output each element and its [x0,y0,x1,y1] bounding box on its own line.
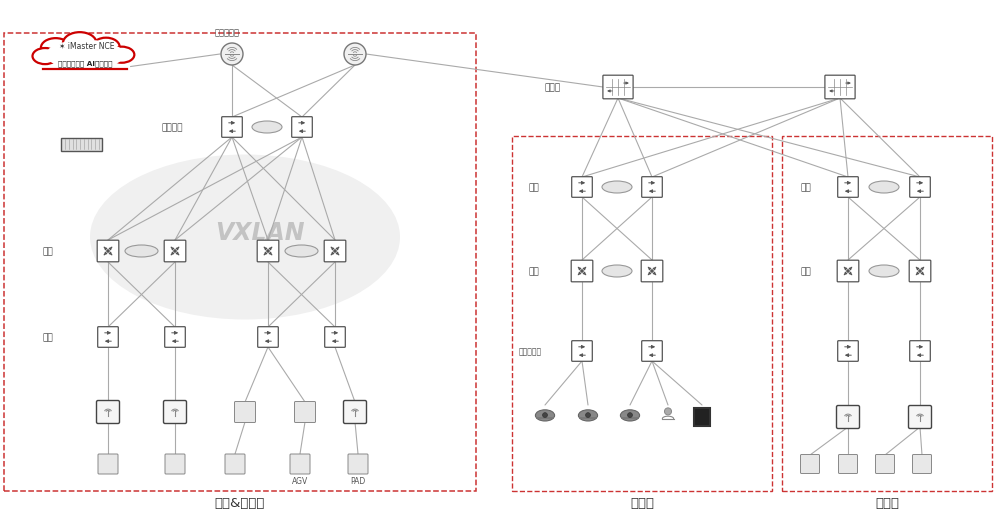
Circle shape [106,250,110,253]
Circle shape [580,270,584,273]
Ellipse shape [285,245,318,258]
FancyBboxPatch shape [836,406,860,429]
Text: VXLAN: VXLAN [215,220,305,244]
Circle shape [628,413,632,418]
Ellipse shape [92,39,120,57]
Text: 出口防火墙: 出口防火墙 [214,29,240,38]
Circle shape [650,270,654,273]
FancyBboxPatch shape [164,401,186,423]
Bar [4,34,476,491]
Ellipse shape [63,33,97,55]
Ellipse shape [602,266,632,277]
Ellipse shape [32,49,58,65]
FancyBboxPatch shape [257,241,279,262]
Circle shape [344,44,366,66]
FancyBboxPatch shape [294,402,316,422]
Text: 汇聚: 汇聚 [801,267,811,276]
FancyBboxPatch shape [258,327,278,348]
Circle shape [918,270,922,273]
Circle shape [266,250,270,253]
FancyBboxPatch shape [572,341,592,361]
Text: 办公核心: 办公核心 [161,123,183,132]
Text: 全网自动化｜ AI智能运维: 全网自动化｜ AI智能运维 [58,61,112,67]
Ellipse shape [41,39,70,59]
FancyBboxPatch shape [61,138,102,151]
FancyBboxPatch shape [876,455,894,473]
Ellipse shape [90,155,400,320]
FancyBboxPatch shape [225,454,245,474]
Circle shape [221,44,243,66]
FancyBboxPatch shape [910,177,930,198]
Text: AGV: AGV [292,476,308,486]
FancyBboxPatch shape [908,406,932,429]
FancyBboxPatch shape [164,241,186,262]
FancyBboxPatch shape [838,455,857,473]
FancyBboxPatch shape [910,341,930,361]
FancyBboxPatch shape [235,402,256,422]
Bar [512,137,772,491]
FancyBboxPatch shape [222,118,242,138]
Text: ✶ iMaster NCE: ✶ iMaster NCE [59,41,115,50]
FancyBboxPatch shape [98,327,118,348]
FancyBboxPatch shape [324,241,346,262]
Circle shape [586,413,590,418]
Ellipse shape [252,122,282,134]
Text: 汇聚: 汇聚 [43,247,53,256]
FancyBboxPatch shape [571,261,593,282]
FancyBboxPatch shape [292,118,312,138]
Ellipse shape [602,182,632,193]
FancyBboxPatch shape [344,401,366,423]
FancyBboxPatch shape [165,327,185,348]
FancyBboxPatch shape [642,177,662,198]
Text: 接入: 接入 [43,333,53,342]
Ellipse shape [578,410,598,421]
FancyBboxPatch shape [642,341,662,361]
Circle shape [664,408,672,415]
FancyBboxPatch shape [40,49,130,76]
FancyBboxPatch shape [603,76,633,100]
FancyBboxPatch shape [837,261,859,282]
FancyBboxPatch shape [98,454,118,474]
FancyBboxPatch shape [290,454,310,474]
FancyBboxPatch shape [348,454,368,474]
Text: 智能网: 智能网 [630,496,654,509]
Ellipse shape [109,47,134,64]
Text: 接入交换机: 接入交换机 [518,347,542,356]
FancyBboxPatch shape [325,327,345,348]
Circle shape [543,413,547,418]
Circle shape [333,250,337,253]
Text: 汇聚: 汇聚 [529,267,539,276]
FancyBboxPatch shape [838,341,858,361]
Circle shape [173,250,177,253]
Ellipse shape [535,410,555,421]
FancyBboxPatch shape [572,177,592,198]
Ellipse shape [620,410,640,421]
Ellipse shape [46,41,124,71]
Ellipse shape [125,245,158,258]
Text: PAD: PAD [350,476,366,486]
Ellipse shape [869,182,899,193]
Ellipse shape [869,266,899,277]
FancyBboxPatch shape [838,177,858,198]
Circle shape [846,270,850,273]
FancyBboxPatch shape [97,401,120,423]
FancyBboxPatch shape [97,241,119,262]
Bar [782,137,992,491]
FancyBboxPatch shape [165,454,185,474]
Text: 核心: 核心 [529,183,539,192]
Text: 边界墙: 边界墙 [545,83,561,92]
Text: 办公&生产网: 办公&生产网 [215,496,265,509]
Text: 核心: 核心 [801,183,811,192]
FancyBboxPatch shape [641,261,663,282]
FancyBboxPatch shape [800,455,819,473]
FancyBboxPatch shape [912,455,932,473]
Text: 宿舍网: 宿舍网 [875,496,899,509]
FancyBboxPatch shape [825,76,855,100]
FancyBboxPatch shape [909,261,931,282]
Bar [694,408,710,426]
